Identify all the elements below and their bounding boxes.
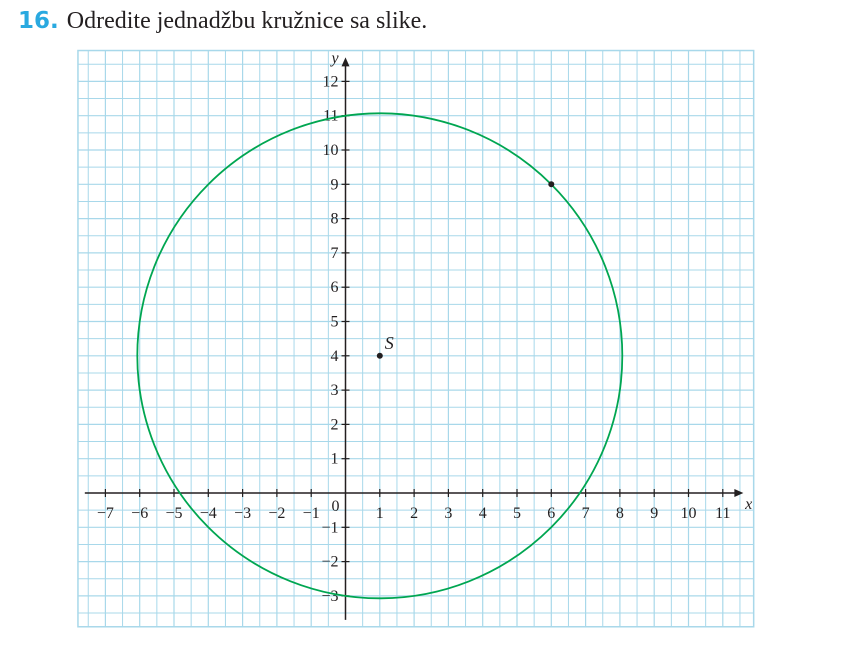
ticks: −7 −6 −5 −4 −3 −2 −1 1 2 3 4 5 6 7 8 9 10 11−3−2−11234567… xyxy=(97,73,731,605)
x-tick-label: −2 xyxy=(268,505,285,522)
circle-layer xyxy=(136,112,624,600)
y-tick-label: 1 xyxy=(331,451,339,468)
y-tick-label: 8 xyxy=(331,211,339,228)
x-tick-label: 3 xyxy=(444,505,452,522)
x-tick-label: 1 xyxy=(376,505,384,522)
x-tick-label: 2 xyxy=(410,505,418,522)
y-tick-label: −1 xyxy=(321,519,338,536)
y-axis-arrow xyxy=(341,57,350,67)
x-tick-label: 8 xyxy=(616,505,624,522)
y-tick-label: 4 xyxy=(331,348,339,365)
x-tick-label: −7 xyxy=(97,505,114,522)
x-tick-label: 6 xyxy=(547,505,555,522)
x-axis-arrow xyxy=(734,489,744,497)
y-tick-label: 11 xyxy=(323,108,338,125)
point-dot xyxy=(548,181,555,188)
y-tick-label: 9 xyxy=(331,176,339,193)
y-tick-label: −3 xyxy=(321,588,338,605)
x-tick-label: 7 xyxy=(582,505,590,522)
y-tick-label: −2 xyxy=(321,554,338,571)
x-tick-label: −3 xyxy=(234,505,251,522)
task-number: 16. xyxy=(18,8,59,34)
x-tick-label: −6 xyxy=(131,505,148,522)
axes: x y 0 xyxy=(84,50,752,620)
x-axis-label: x xyxy=(744,496,752,513)
y-tick-label: 7 xyxy=(331,245,339,262)
y-axis-label: y xyxy=(330,50,340,67)
x-tick-label: 9 xyxy=(650,505,658,522)
grid xyxy=(77,49,755,628)
x-tick-label: 5 xyxy=(513,505,521,522)
y-tick-label: 6 xyxy=(331,279,339,296)
x-tick-label: 10 xyxy=(681,505,697,522)
task-text: Odredite jednadžbu kružnice sa slike. xyxy=(66,8,428,34)
x-tick-label: −1 xyxy=(303,505,320,522)
x-tick-label: −5 xyxy=(165,505,182,522)
x-tick-label: 4 xyxy=(479,505,487,522)
point-label: S xyxy=(385,333,394,353)
circle-curve xyxy=(136,112,624,600)
x-tick-label: −4 xyxy=(200,505,217,522)
origin-label: 0 xyxy=(332,498,340,515)
y-tick-label: 5 xyxy=(331,314,339,331)
points-layer: S xyxy=(376,181,555,359)
y-tick-label: 3 xyxy=(331,382,339,399)
point-dot xyxy=(376,352,383,359)
task-heading: 16. Odredite jednadžbu kružnice sa slike. xyxy=(18,8,427,35)
y-tick-label: 12 xyxy=(323,73,339,90)
y-tick-label: 2 xyxy=(331,416,339,433)
x-tick-label: 11 xyxy=(715,505,730,522)
y-tick-label: 10 xyxy=(323,142,339,159)
